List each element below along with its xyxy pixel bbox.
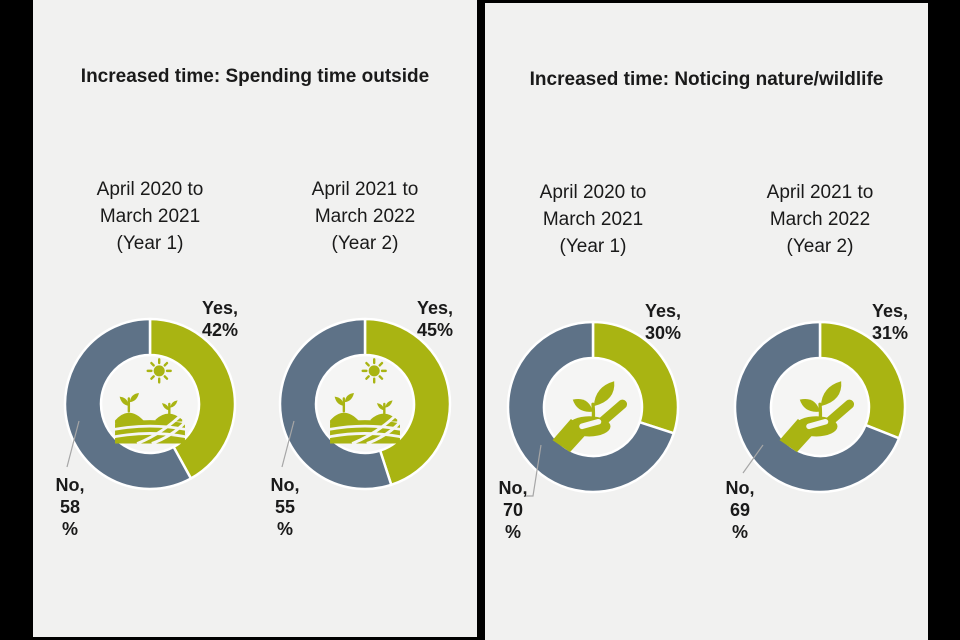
subtitle-line-2: March 2021 [99, 206, 201, 227]
yes-value: 31% [872, 323, 909, 343]
donut-chart [278, 317, 452, 491]
donut-chart-group-nature-year2: April 2021 to March 2022 (Year 2) Yes, 3… [710, 179, 930, 639]
subtitle-line-1: April 2021 to [311, 179, 419, 200]
no-data-label: No, 58 % [38, 474, 102, 540]
yes-value: 30% [645, 323, 682, 343]
panel-title: Increased time: Noticing nature/wildlife [529, 69, 884, 90]
yes-label-text: Yes, [872, 301, 909, 321]
panel-spending-time-outside: Increased time: Spending time outside Ap… [33, 0, 477, 637]
yes-data-label: Yes, 45% [417, 297, 453, 341]
chart-subtitle: April 2020 to March 2021 (Year 1) [40, 176, 260, 257]
no-percent-sign: % [61, 519, 78, 539]
no-data-label: No, 70 % [481, 477, 545, 543]
chart-subtitle: April 2021 to March 2022 (Year 2) [255, 176, 475, 257]
no-value: 55 [274, 497, 296, 517]
label-leader-line [742, 444, 764, 474]
subtitle-line-3: (Year 1) [559, 236, 627, 257]
donut-chart-group-outside-year1: April 2020 to March 2021 (Year 1) Yes, 4… [40, 176, 260, 636]
yes-label-text: Yes, [417, 298, 454, 318]
yes-data-label: Yes, 42% [202, 297, 238, 341]
no-label-text: No, [270, 475, 300, 495]
no-value: 58 [59, 497, 81, 517]
yes-value: 42% [202, 320, 239, 340]
yes-value: 45% [417, 320, 454, 340]
yes-label-text: Yes, [645, 301, 682, 321]
subtitle-line-2: March 2022 [314, 206, 416, 227]
donut-chart-group-nature-year1: April 2020 to March 2021 (Year 1) Yes, 3… [483, 179, 703, 639]
no-percent-sign: % [504, 522, 521, 542]
subtitle-line-1: April 2021 to [766, 182, 874, 203]
donut-chart [63, 317, 237, 491]
donut-chart [733, 320, 907, 494]
panel-title: Increased time: Spending time outside [80, 66, 430, 87]
panel-noticing-nature-wildlife: Increased time: Noticing nature/wildlife… [485, 3, 928, 640]
donut-chart [506, 320, 680, 497]
no-percent-sign: % [276, 519, 293, 539]
chart-subtitle: April 2021 to March 2022 (Year 2) [710, 179, 930, 260]
subtitle-line-3: (Year 2) [786, 236, 854, 257]
subtitle-line-2: March 2021 [542, 209, 644, 230]
subtitle-line-1: April 2020 to [96, 179, 204, 200]
label-leader-line [66, 420, 80, 468]
subtitle-line-3: (Year 1) [116, 233, 184, 254]
no-data-label: No, 55 % [253, 474, 317, 540]
chart-subtitle: April 2020 to March 2021 (Year 1) [483, 179, 703, 260]
subtitle-line-2: March 2022 [769, 209, 871, 230]
no-label-text: No, [55, 475, 85, 495]
no-data-label: No, 69 % [708, 477, 772, 543]
subtitle-line-3: (Year 2) [331, 233, 399, 254]
label-leader-line [281, 420, 295, 468]
no-value: 69 [729, 500, 751, 520]
yes-label-text: Yes, [202, 298, 239, 318]
label-leader-line [525, 444, 542, 497]
no-label-text: No, [725, 478, 755, 498]
no-percent-sign: % [731, 522, 748, 542]
subtitle-line-1: April 2020 to [539, 182, 647, 203]
donut-chart-group-outside-year2: April 2021 to March 2022 (Year 2) Yes, 4… [255, 176, 475, 636]
no-label-text: No, [498, 478, 528, 498]
yes-data-label: Yes, 31% [872, 300, 908, 344]
no-value: 70 [502, 500, 524, 520]
yes-data-label: Yes, 30% [645, 300, 681, 344]
